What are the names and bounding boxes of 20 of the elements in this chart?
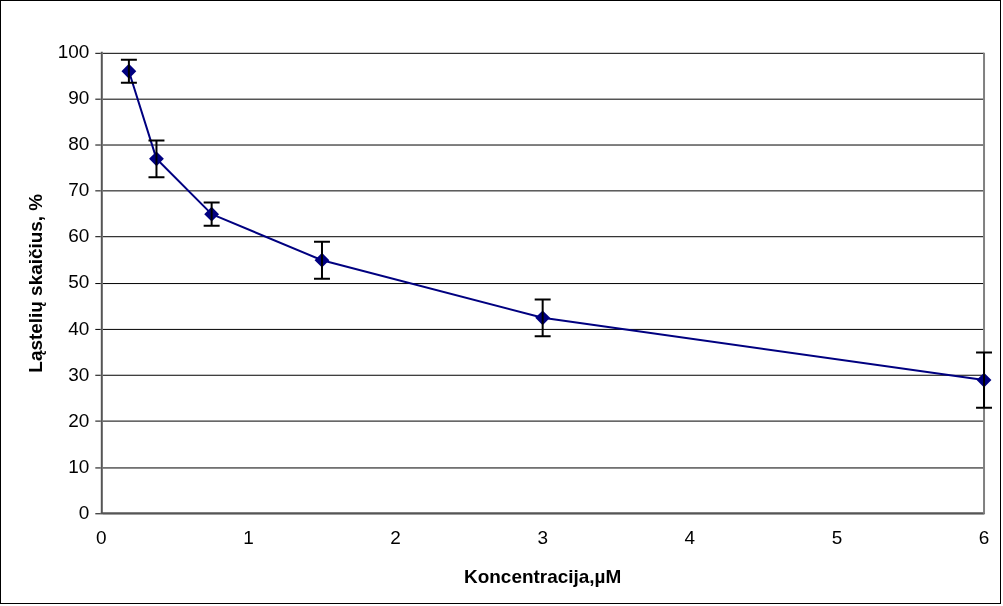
x-tick-label: 4: [684, 527, 696, 549]
y-tick-label: 0: [78, 501, 90, 523]
y-tick-label: 100: [57, 41, 90, 63]
y-axis-title: Ląstelių skaičius, %: [24, 193, 46, 373]
y-tick-label: 10: [68, 455, 90, 477]
y-tick-label: 70: [68, 179, 90, 201]
y-tick-label: 50: [68, 271, 90, 293]
y-tick-label: 40: [68, 317, 90, 339]
x-tick-label: 1: [243, 527, 254, 549]
x-tick-label: 0: [96, 527, 107, 549]
x-axis-title: Koncentracija,µM: [464, 565, 622, 587]
x-tick-label: 6: [978, 527, 990, 549]
y-tick-label: 90: [68, 87, 90, 109]
x-tick-label: 2: [390, 527, 401, 549]
y-tick-label: 80: [68, 133, 90, 155]
y-tick-label: 30: [68, 363, 90, 385]
y-tick-label: 20: [68, 409, 90, 431]
x-tick-label: 3: [537, 527, 548, 549]
y-tick-label: 60: [68, 225, 90, 247]
x-tick-label: 5: [831, 527, 843, 549]
